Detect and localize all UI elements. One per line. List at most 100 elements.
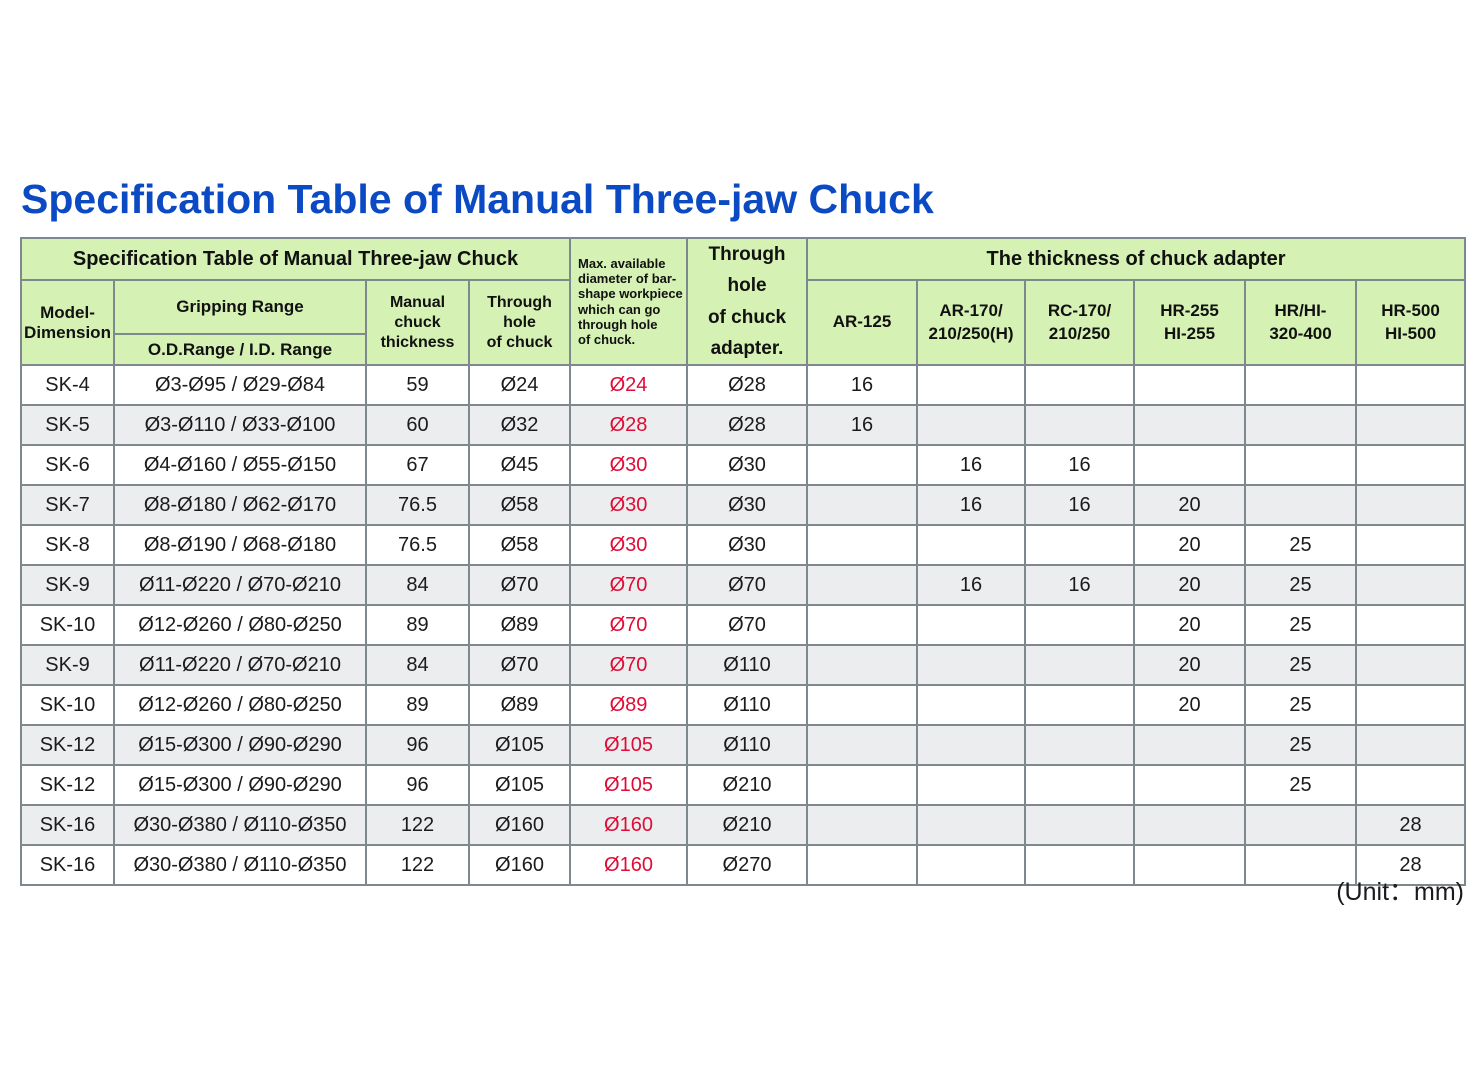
cell-max-bar-diameter: Ø24 (569, 364, 689, 407)
cell-model: SK-12 (20, 724, 115, 767)
cell-adapter-2: 16 (1024, 444, 1136, 487)
cell-adapter-0 (806, 764, 919, 807)
cell-adapter-2 (1024, 764, 1136, 807)
cell-through-hole: Ø24 (467, 364, 572, 407)
cell-adapter-3: 20 (1133, 484, 1247, 527)
cell-through-hole: Ø105 (467, 764, 572, 807)
cell-adapter-3: 20 (1133, 604, 1247, 647)
cell-adapter-1 (916, 404, 1027, 447)
cell-adapter-3 (1133, 804, 1247, 847)
cell-through-hole: Ø89 (467, 684, 572, 727)
cell-adapter-1 (916, 524, 1027, 567)
cell-model: SK-10 (20, 604, 115, 647)
cell-adapter-2: 16 (1024, 564, 1136, 607)
cell-max-bar-diameter: Ø30 (569, 524, 689, 567)
cell-adapter-5 (1355, 404, 1467, 447)
col-header-gripping-range: Gripping Range (113, 278, 367, 336)
cell-adapter-0 (806, 484, 919, 527)
cell-max-bar-diameter: Ø30 (569, 444, 689, 487)
cell-adapter-0 (806, 804, 919, 847)
cell-through-hole: Ø105 (467, 724, 572, 767)
cell-adapter-1 (916, 604, 1027, 647)
cell-gripping-range: Ø15-Ø300 / Ø90-Ø290 (113, 724, 367, 767)
cell-adapter-4 (1244, 804, 1358, 847)
cell-adapter-5 (1355, 364, 1467, 407)
cell-adapter-3 (1133, 724, 1247, 767)
cell-adapter-0 (806, 524, 919, 567)
col-header-adapter-2: RC-170/ 210/250 (1024, 278, 1136, 367)
cell-max-bar-diameter: Ø105 (569, 764, 689, 807)
cell-adapter-0: 16 (806, 364, 919, 407)
col-header-through-hole: Through hole of chuck (467, 278, 572, 367)
cell-adapter-3: 20 (1133, 644, 1247, 687)
cell-adapter-through-hole: Ø110 (686, 684, 809, 727)
cell-adapter-4 (1244, 444, 1358, 487)
col-header-adapter-3: HR-255 HI-255 (1133, 278, 1247, 367)
cell-adapter-1 (916, 844, 1027, 887)
cell-through-hole: Ø32 (467, 404, 572, 447)
cell-adapter-4 (1244, 364, 1358, 407)
cell-gripping-range: Ø11-Ø220 / Ø70-Ø210 (113, 644, 367, 687)
cell-adapter-0 (806, 564, 919, 607)
cell-through-hole: Ø45 (467, 444, 572, 487)
cell-gripping-range: Ø8-Ø180 / Ø62-Ø170 (113, 484, 367, 527)
cell-adapter-2 (1024, 604, 1136, 647)
cell-chuck-thickness: 84 (365, 564, 470, 607)
cell-model: SK-16 (20, 804, 115, 847)
table-row: SK-5 Ø3-Ø110 / Ø33-Ø100 60 Ø32 Ø28 Ø28 16 (20, 404, 1467, 447)
cell-gripping-range: Ø3-Ø110 / Ø33-Ø100 (113, 404, 367, 447)
cell-max-bar-diameter: Ø30 (569, 484, 689, 527)
cell-adapter-3 (1133, 364, 1247, 407)
spec-table-body: SK-4 Ø3-Ø95 / Ø29-Ø84 59 Ø24 Ø24 Ø28 16 SK-5 Ø3-… (20, 364, 1467, 887)
cell-model: SK-4 (20, 364, 115, 407)
cell-adapter-5: 28 (1355, 804, 1467, 847)
cell-chuck-thickness: 89 (365, 684, 470, 727)
cell-model: SK-10 (20, 684, 115, 727)
cell-chuck-thickness: 76.5 (365, 524, 470, 567)
cell-adapter-4: 25 (1244, 644, 1358, 687)
col-header-manual-thickness: Manual chuck thickness (365, 278, 470, 367)
cell-adapter-0 (806, 444, 919, 487)
cell-adapter-1 (916, 724, 1027, 767)
cell-adapter-1 (916, 644, 1027, 687)
cell-adapter-5 (1355, 484, 1467, 527)
table-row: SK-8 Ø8-Ø190 / Ø68-Ø180 76.5 Ø58 Ø30 Ø30 20 25 (20, 524, 1467, 567)
cell-max-bar-diameter: Ø70 (569, 644, 689, 687)
cell-adapter-5 (1355, 524, 1467, 567)
cell-adapter-through-hole: Ø210 (686, 804, 809, 847)
cell-adapter-3: 20 (1133, 564, 1247, 607)
cell-model: SK-7 (20, 484, 115, 527)
cell-through-hole: Ø70 (467, 644, 572, 687)
cell-gripping-range: Ø3-Ø95 / Ø29-Ø84 (113, 364, 367, 407)
cell-adapter-2 (1024, 644, 1136, 687)
col-header-od-id-range: O.D.Range / I.D. Range (113, 333, 367, 367)
cell-model: SK-16 (20, 844, 115, 887)
cell-adapter-4 (1244, 484, 1358, 527)
cell-model: SK-5 (20, 404, 115, 447)
cell-adapter-through-hole: Ø70 (686, 564, 809, 607)
cell-gripping-range: Ø12-Ø260 / Ø80-Ø250 (113, 684, 367, 727)
cell-adapter-1: 16 (916, 444, 1027, 487)
cell-adapter-0 (806, 684, 919, 727)
col-header-adapter-thickness: The thickness of chuck adapter (806, 237, 1467, 281)
col-header-model-dimension: Model- Dimension (20, 278, 115, 367)
cell-max-bar-diameter: Ø105 (569, 724, 689, 767)
cell-max-bar-diameter: Ø160 (569, 844, 689, 887)
cell-gripping-range: Ø8-Ø190 / Ø68-Ø180 (113, 524, 367, 567)
page-title: Specification Table of Manual Three-jaw … (21, 176, 934, 222)
table-row: SK-16 Ø30-Ø380 / Ø110-Ø350 122 Ø160 Ø160 Ø270… (20, 844, 1467, 887)
cell-adapter-3: 20 (1133, 684, 1247, 727)
cell-adapter-0 (806, 644, 919, 687)
cell-adapter-through-hole: Ø70 (686, 604, 809, 647)
cell-adapter-1: 16 (916, 564, 1027, 607)
cell-adapter-0: 16 (806, 404, 919, 447)
cell-max-bar-diameter: Ø160 (569, 804, 689, 847)
table-row: SK-9 Ø11-Ø220 / Ø70-Ø210 84 Ø70 Ø70 Ø110 20 25 (20, 644, 1467, 687)
cell-chuck-thickness: 96 (365, 724, 470, 767)
cell-max-bar-diameter: Ø70 (569, 604, 689, 647)
cell-adapter-through-hole: Ø210 (686, 764, 809, 807)
cell-chuck-thickness: 60 (365, 404, 470, 447)
cell-max-bar-diameter: Ø70 (569, 564, 689, 607)
cell-adapter-through-hole: Ø30 (686, 484, 809, 527)
cell-max-bar-diameter: Ø89 (569, 684, 689, 727)
